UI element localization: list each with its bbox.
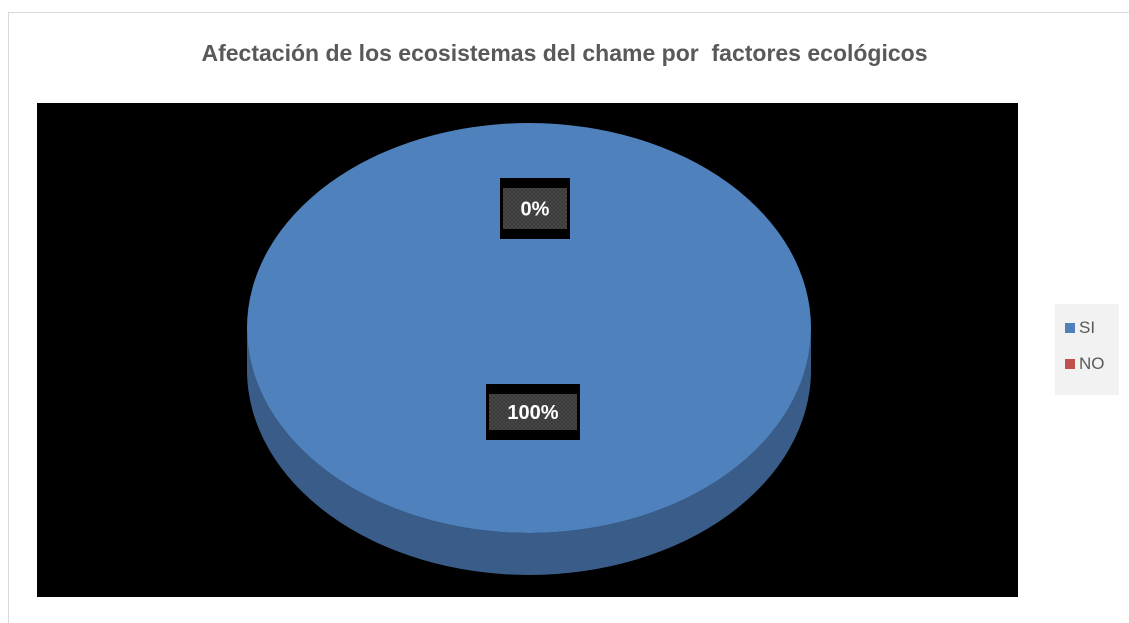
legend-swatch-si bbox=[1065, 323, 1075, 333]
legend-item-no: NO bbox=[1065, 353, 1119, 375]
legend: SI NO bbox=[1055, 304, 1119, 395]
data-label-no: 0% bbox=[500, 178, 570, 239]
pie-slice-si bbox=[247, 123, 811, 533]
pie-chart: 100% 0% bbox=[247, 123, 811, 575]
legend-label-si: SI bbox=[1079, 318, 1096, 337]
plot-area: 100% 0% bbox=[37, 103, 1018, 597]
legend-label-no: NO bbox=[1079, 354, 1105, 373]
legend-item-si: SI bbox=[1065, 317, 1119, 339]
legend-swatch-no bbox=[1065, 359, 1075, 369]
pie-slice-si-side bbox=[247, 328, 811, 575]
svg-text:100%: 100% bbox=[507, 402, 558, 424]
data-label-si: 100% bbox=[486, 384, 580, 440]
svg-text:0%: 0% bbox=[521, 199, 550, 221]
chart-title: Afectación de los ecosistemas del chame … bbox=[201, 40, 928, 66]
